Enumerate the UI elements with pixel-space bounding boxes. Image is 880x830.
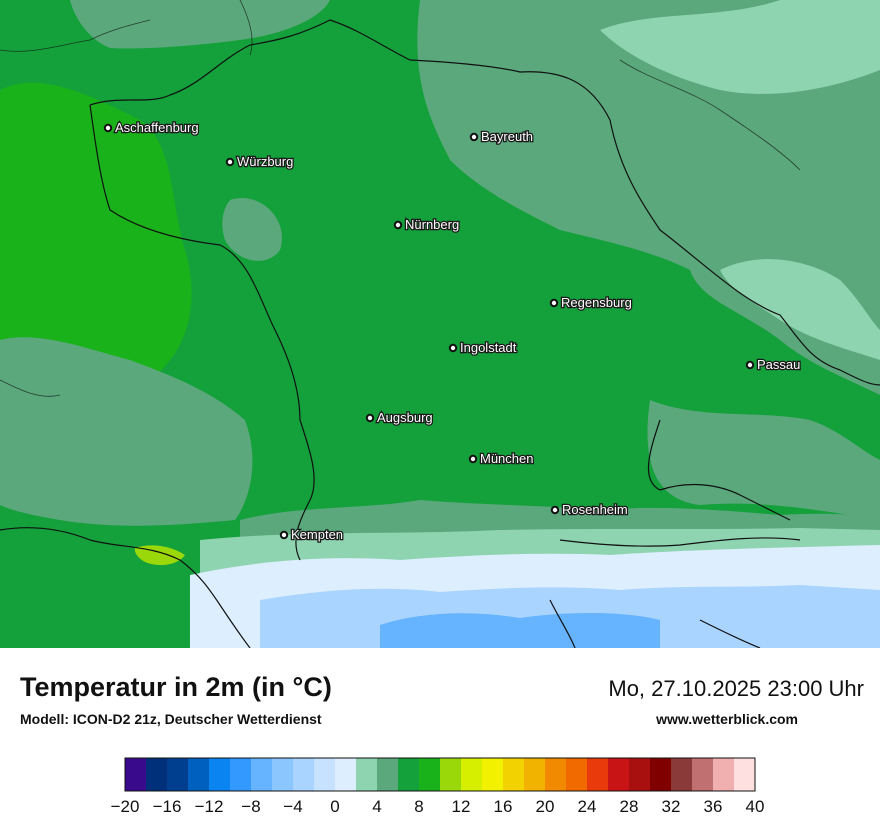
legend-swatch <box>230 758 252 791</box>
temp-field-alps-blue <box>380 613 660 648</box>
legend-swatch <box>440 758 462 791</box>
legend-swatch <box>377 758 399 791</box>
city-nuernberg: Nürnberg <box>393 216 461 233</box>
legend-swatch <box>356 758 378 791</box>
legend-swatch <box>461 758 483 791</box>
legend-swatch <box>272 758 294 791</box>
legend-swatch <box>398 758 420 791</box>
legend-tick-label: 4 <box>372 797 381 816</box>
temp-field-cool-spot-2 <box>222 198 282 261</box>
state-borders <box>0 0 801 397</box>
legend-swatch <box>545 758 567 791</box>
legend-swatch <box>650 758 672 791</box>
website-link: www.wetterblick.com <box>656 711 798 727</box>
legend-swatch <box>251 758 273 791</box>
legend-swatch <box>608 758 630 791</box>
temp-field-mint-east <box>720 259 880 360</box>
legend-swatch <box>293 758 315 791</box>
model-info: Modell: ICON-D2 21z, Deutscher Wetterdie… <box>20 711 322 727</box>
city-ingolstadt: Ingolstadt <box>448 339 518 356</box>
temp-field-warm-spot <box>0 169 151 350</box>
legend-tick-label: 36 <box>704 797 723 816</box>
city-label: Kempten <box>291 527 343 542</box>
color-legend: −20 −16 −12 −8 −4 0 4 8 12 16 20 24 28 32 36 40 <box>111 757 765 816</box>
city-label: Aschaffenburg <box>115 120 199 135</box>
legend-tick-label: −20 <box>111 797 140 816</box>
city-label: Rosenheim <box>562 502 628 517</box>
city-label: Würzburg <box>237 154 293 169</box>
city-label: Nürnberg <box>405 217 459 232</box>
legend-swatch <box>566 758 588 791</box>
city-wuerzburg: Würzburg <box>225 153 295 170</box>
legend-tick-label: −16 <box>153 797 182 816</box>
temp-field-cool-west <box>0 337 253 526</box>
legend-swatch <box>167 758 189 791</box>
city-label: Passau <box>757 357 800 372</box>
legend-tick-label: 20 <box>536 797 555 816</box>
city-passau: Passau <box>745 356 802 373</box>
map-title: Temperatur in 2m (in °C) <box>20 672 332 702</box>
legend-swatch <box>125 758 147 791</box>
legend-tick-label: 12 <box>452 797 471 816</box>
city-kempten: Kempten <box>279 526 344 543</box>
city-muenchen: München <box>468 450 535 467</box>
legend-swatch <box>188 758 210 791</box>
legend-tick-label: 8 <box>414 797 423 816</box>
temp-field-cool-spot-1 <box>436 77 540 151</box>
city-bayreuth: Bayreuth <box>469 128 534 145</box>
legend-swatch <box>314 758 336 791</box>
legend-swatch <box>482 758 504 791</box>
city-label: Ingolstadt <box>460 340 517 355</box>
legend-tick-label: 28 <box>620 797 639 816</box>
legend-ticks: −20 −16 −12 −8 −4 0 4 8 12 16 20 24 28 32 36 40 <box>111 797 765 816</box>
legend-swatches <box>125 758 756 791</box>
legend-swatch <box>713 758 735 791</box>
city-label: Regensburg <box>561 295 632 310</box>
legend-frame <box>124 757 756 792</box>
legend-swatch <box>671 758 693 791</box>
temp-field-mint-northeast <box>600 0 880 94</box>
admin-borders <box>0 19 880 648</box>
legend-swatch <box>146 758 168 791</box>
legend-tick-label: −8 <box>241 797 260 816</box>
temp-field-cool-east <box>647 400 880 520</box>
legend-swatch <box>734 758 756 791</box>
legend-swatch <box>419 758 441 791</box>
city-label: Bayreuth <box>481 129 533 144</box>
legend-swatch <box>503 758 525 791</box>
temp-field-cool-north <box>70 0 330 49</box>
legend-swatch <box>629 758 651 791</box>
legend-tick-label: −12 <box>195 797 224 816</box>
city-augsburg: Augsburg <box>365 409 434 426</box>
city-rosenheim: Rosenheim <box>550 501 629 518</box>
temperature-map: Aschaffenburg Würzburg Bayreuth Nürnberg… <box>0 0 880 648</box>
legend-swatch <box>335 758 357 791</box>
legend-swatch <box>524 758 546 791</box>
city-aschaffenburg: Aschaffenburg <box>103 119 200 136</box>
legend-tick-label: 0 <box>330 797 339 816</box>
legend-tick-label: 32 <box>662 797 681 816</box>
city-label: Augsburg <box>377 410 433 425</box>
city-regensburg: Regensburg <box>549 294 633 311</box>
legend-swatch <box>587 758 609 791</box>
legend-swatch <box>692 758 714 791</box>
legend-swatch <box>209 758 231 791</box>
legend-tick-label: 40 <box>746 797 765 816</box>
legend-tick-label: 16 <box>494 797 513 816</box>
legend-tick-label: 24 <box>578 797 597 816</box>
forecast-datetime: Mo, 27.10.2025 23:00 Uhr <box>608 676 864 701</box>
city-label: München <box>480 451 533 466</box>
legend-tick-label: −4 <box>283 797 302 816</box>
temp-field-warm-spot-sw <box>134 545 185 566</box>
